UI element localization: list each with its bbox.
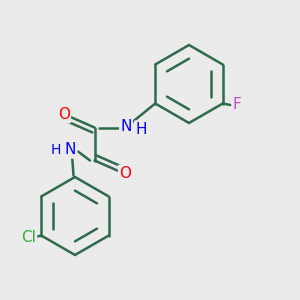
Text: N: N	[120, 119, 132, 134]
Text: O: O	[119, 166, 131, 181]
Text: O: O	[58, 107, 70, 122]
Text: Cl: Cl	[21, 230, 36, 244]
Text: H: H	[50, 143, 61, 157]
Text: N: N	[65, 142, 76, 158]
Text: H: H	[135, 122, 147, 136]
Text: F: F	[233, 97, 242, 112]
